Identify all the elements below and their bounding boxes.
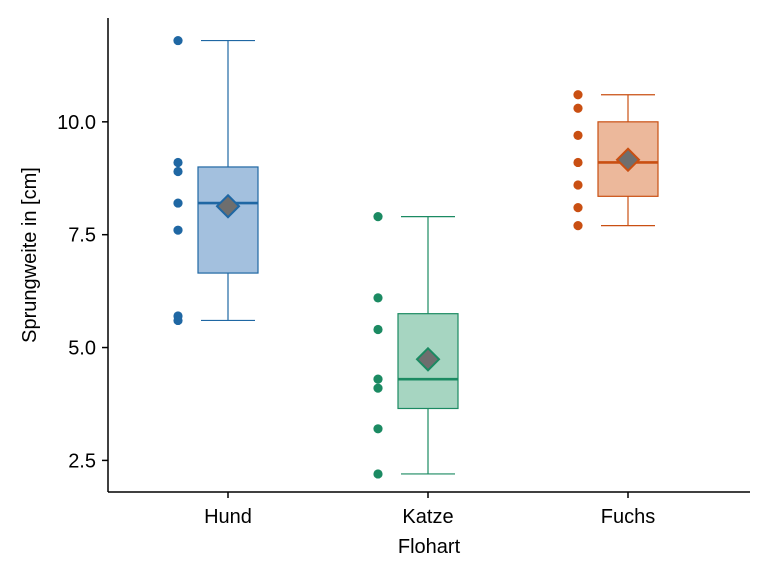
mean-marker (215, 193, 241, 219)
data-point (173, 198, 183, 208)
data-point (573, 221, 583, 231)
data-point (573, 103, 583, 113)
data-point (373, 212, 383, 222)
data-point (173, 225, 183, 235)
x-tick-label: Hund (204, 506, 252, 528)
box-groups (173, 35, 659, 479)
x-tick-label: Katze (402, 506, 453, 528)
data-point (573, 90, 583, 100)
data-point (373, 293, 383, 303)
data-point (173, 315, 183, 326)
data-point (573, 130, 583, 140)
y-ticks: 2.5 5.0 7.5 10.0 (57, 112, 108, 472)
y-tick-label: 7.5 (68, 225, 96, 247)
data-point (573, 157, 583, 168)
x-ticks: Hund Katze Fuchs (204, 492, 655, 528)
data-point (173, 166, 183, 177)
box-group-fuchs (573, 90, 659, 231)
x-axis-title: Flohart (398, 536, 461, 558)
axes (107, 18, 750, 493)
data-point (573, 203, 583, 213)
data-point (373, 383, 383, 393)
y-tick-label: 2.5 (68, 450, 96, 472)
y-axis-title: Sprungweite in [cm] (19, 167, 41, 343)
box-iqr (197, 166, 259, 274)
x-tick-label: Fuchs (601, 506, 655, 528)
mean-marker (415, 346, 441, 372)
data-point (573, 180, 583, 190)
y-tick-label: 10.0 (57, 112, 96, 134)
box-group-katze (373, 212, 459, 479)
data-point (173, 35, 183, 46)
data-point (373, 424, 383, 434)
data-point (373, 324, 383, 335)
data-point (373, 374, 383, 384)
mean-marker (615, 147, 641, 173)
y-tick-label: 5.0 (68, 338, 96, 360)
data-point (373, 469, 383, 479)
data-point (173, 157, 183, 168)
box-group-hund (173, 35, 259, 326)
